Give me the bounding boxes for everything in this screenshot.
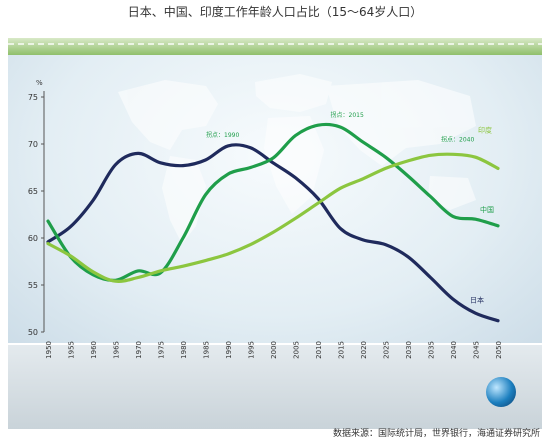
x-tick-label: 2045 bbox=[473, 341, 481, 359]
x-tick-label: 1995 bbox=[248, 341, 256, 359]
x-tick-label: 1950 bbox=[45, 341, 53, 359]
series-label-印度: 印度 bbox=[478, 125, 492, 134]
globe-icon bbox=[486, 377, 516, 407]
x-tick-label: 2040 bbox=[450, 341, 458, 359]
x-tick-label: 1975 bbox=[158, 341, 166, 359]
x-tick-label: 2030 bbox=[405, 341, 413, 359]
annotation-label: 拐点：1990 bbox=[206, 131, 239, 139]
series-line-日本 bbox=[46, 143, 500, 323]
footer-band bbox=[8, 345, 542, 429]
annotation-label: 拐点：2015 bbox=[331, 111, 364, 119]
x-tick-label: 1985 bbox=[203, 341, 211, 359]
series-line-印度 bbox=[46, 152, 500, 283]
x-tick-label: 1970 bbox=[135, 341, 143, 359]
x-tick-label: 1955 bbox=[68, 341, 76, 359]
y-tick-label: 70 bbox=[28, 140, 38, 149]
source-note: 数据来源：国际统计局，世界银行，海通证券研究所 bbox=[332, 429, 540, 439]
x-tick-label: 1980 bbox=[180, 341, 188, 359]
x-tick-label: 2020 bbox=[360, 341, 368, 359]
x-tick-label: 2000 bbox=[270, 341, 278, 359]
series-label-中国: 中国 bbox=[480, 205, 494, 214]
y-tick-label: 55 bbox=[28, 281, 38, 290]
x-tick-label: 1965 bbox=[113, 341, 121, 359]
x-tick-label: 2015 bbox=[338, 341, 346, 359]
y-axis-unit: % bbox=[36, 79, 43, 87]
annotation-label: 拐点：2040 bbox=[441, 135, 474, 143]
x-tick-label: 2050 bbox=[495, 341, 503, 359]
world-map-decoration bbox=[118, 74, 476, 244]
x-tick-label: 2025 bbox=[383, 341, 391, 359]
x-tick-label: 2010 bbox=[315, 341, 323, 359]
y-tick-label: 65 bbox=[28, 187, 38, 196]
y-tick-label: 50 bbox=[28, 328, 38, 337]
series-label-日本: 日本 bbox=[470, 296, 484, 305]
x-tick-label: 1960 bbox=[90, 341, 98, 359]
chart-title: 日本、中国、印度工作年龄人口占比（15～64岁人口） bbox=[127, 5, 423, 19]
y-tick-label: 75 bbox=[28, 93, 38, 102]
series-line-中国 bbox=[46, 122, 500, 282]
x-tick-label: 1990 bbox=[225, 341, 233, 359]
header-banner bbox=[8, 38, 542, 55]
x-tick-label: 2005 bbox=[293, 341, 301, 359]
banner-dashes bbox=[8, 43, 542, 45]
x-tick-label: 2035 bbox=[428, 341, 436, 359]
y-tick-label: 60 bbox=[28, 234, 38, 243]
